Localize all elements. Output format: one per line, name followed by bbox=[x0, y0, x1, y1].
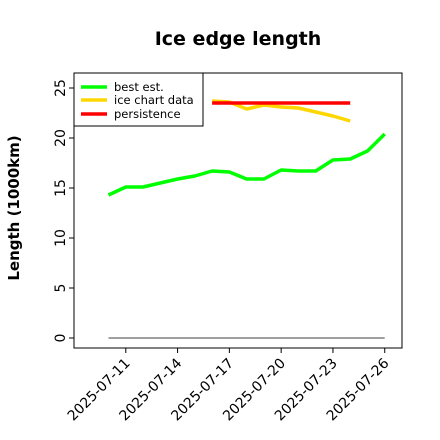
y-tick-label: 25 bbox=[53, 79, 69, 97]
y-tick-label: 20 bbox=[53, 129, 69, 147]
y-tick-label: 5 bbox=[53, 284, 69, 293]
y-tick-label: 15 bbox=[53, 179, 69, 197]
y-tick-label: 0 bbox=[53, 334, 69, 343]
chart-title: Ice edge length bbox=[155, 28, 322, 50]
x-axis: 2025-07-112025-07-142025-07-172025-07-20… bbox=[65, 348, 393, 424]
legend-label-ice-chart-data: ice chart data bbox=[114, 93, 194, 107]
series-lines bbox=[107, 99, 386, 339]
plot-frame bbox=[73, 72, 403, 349]
legend-label-persistence: persistence bbox=[114, 107, 181, 121]
series-line-best-est bbox=[107, 132, 386, 197]
legend-label-best-est: best est. bbox=[114, 80, 164, 94]
y-axis: 0 5 10 15 20 25 bbox=[53, 79, 74, 342]
legend: best est. ice chart data persistence bbox=[73, 72, 204, 127]
y-axis-label: Length (1000km) bbox=[5, 135, 23, 280]
y-tick-label: 10 bbox=[53, 229, 69, 247]
